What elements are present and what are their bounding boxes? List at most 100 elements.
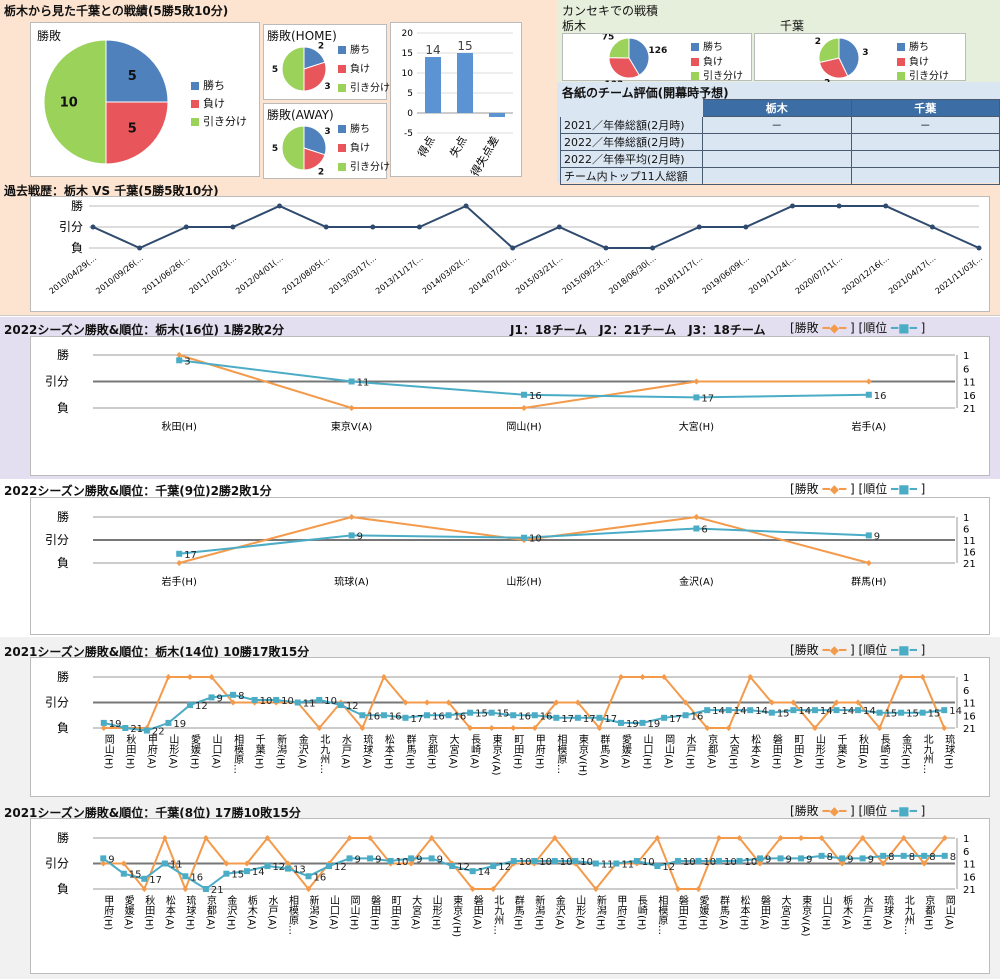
x-tick-label: 金沢(A) <box>296 733 308 769</box>
x-tick-label: 北九州… <box>921 734 933 774</box>
rank-point <box>488 709 495 716</box>
rank-point <box>704 707 711 714</box>
eval-title: 各紙のチーム評価(開幕時予想) <box>562 86 729 100</box>
home-legend-draw-label: 引き分け <box>350 83 390 94</box>
rank-point <box>661 714 668 721</box>
rank-data-label: 10 <box>703 857 716 868</box>
rank-point <box>768 709 775 716</box>
result-point <box>553 699 560 706</box>
x-tick-label: 失点 <box>447 134 469 160</box>
x-tick-label: 新潟(A) <box>307 894 319 930</box>
rank-point <box>682 712 689 719</box>
x-tick-label: 東京V(H) <box>576 733 588 776</box>
s22-chiba-title: 2022シーズン勝敗&順位：千葉(9位)2勝2敗1分 <box>4 484 272 498</box>
result-point <box>839 860 846 867</box>
result-point <box>704 725 711 731</box>
s21-chiba-title: 2021シーズン勝敗&順位：千葉(8位) 17勝10敗15分 <box>4 806 301 820</box>
rank-data-label: 8 <box>929 852 935 863</box>
y-axis-label: 勝 <box>57 830 69 845</box>
legend-rank-label: ] [順位 <box>850 643 888 657</box>
x-tick-label: 長崎(H) <box>878 734 890 770</box>
rank-data-label: 11 <box>601 860 614 871</box>
rank-point <box>120 870 127 877</box>
rank-point <box>900 852 907 859</box>
result-point <box>348 514 355 520</box>
s21c-legend: [勝敗 ━◆━ ] [順位 ━■━ ] <box>790 802 925 819</box>
rank-data-label: 12 <box>195 701 208 712</box>
rank-tick-label: 16 <box>963 872 976 883</box>
rank-point <box>855 707 862 714</box>
rank-point <box>596 714 603 721</box>
away-legend-draw-label: 引き分け <box>350 162 390 173</box>
rank-point <box>790 707 797 714</box>
x-tick-label: 2013/11/17(… <box>374 253 425 295</box>
pie-label-lose: 103 <box>605 80 624 82</box>
rank-data-label: 16 <box>432 711 445 722</box>
rank-point <box>264 863 271 870</box>
result-point <box>768 699 775 706</box>
pie-slice-draw <box>43 39 107 165</box>
history-point <box>650 245 656 251</box>
x-tick-label: 大宮(H) <box>779 894 791 931</box>
result-point <box>865 378 872 385</box>
x-tick-label: 京都(A) <box>204 894 216 930</box>
home-pie-chart: 2 3 5 <box>272 42 331 93</box>
result-point <box>141 886 148 892</box>
kanseki-chiba-label: 千葉 <box>780 19 805 33</box>
rank-data-label: 19 <box>648 719 661 730</box>
rank-tick-label: 11 <box>963 536 976 547</box>
eval-row-label: チーム内トップ11人総額 <box>560 167 703 185</box>
legend-rank-label: ] [順位 <box>850 482 888 496</box>
legend-win: 勝ち <box>191 77 225 93</box>
rank-data-label: 9 <box>874 531 880 542</box>
home-legend-win: 勝ち <box>338 41 370 56</box>
legend-wl-label: [勝敗 <box>790 643 819 657</box>
rank-point <box>348 378 355 385</box>
y-axis-label: 負 <box>71 241 83 255</box>
x-tick-label: 愛媛(H) <box>697 894 709 931</box>
result-point <box>408 860 415 867</box>
rank-data-label: 16 <box>314 872 327 883</box>
kanseki-chiba-panel: 3 2 2 勝ち 負け 引き分け <box>754 33 966 82</box>
history-point <box>929 224 935 230</box>
rank-data-label: 9 <box>416 854 422 865</box>
rank-data-label: 6 <box>701 525 707 536</box>
x-tick-label: 水戸(A) <box>266 895 278 930</box>
x-tick-label: 磐田(H) <box>369 894 381 931</box>
x-tick-label: 北九州… <box>492 895 504 935</box>
x-tick-label: 岡山(H) <box>506 421 541 433</box>
rank-data-label: 14 <box>252 867 265 878</box>
x-tick-label: 甲府(H) <box>615 895 627 930</box>
rank-point <box>510 712 517 719</box>
rank-point <box>859 855 866 862</box>
history-point <box>137 245 143 251</box>
result-point <box>208 674 215 680</box>
y-axis-label: 勝 <box>57 347 69 362</box>
result-point <box>551 835 558 841</box>
rank-data-label: 19 <box>173 719 186 730</box>
pie-slice-win <box>303 125 327 156</box>
x-tick-label: 2020/07/11(… <box>794 253 845 295</box>
result-point <box>445 699 452 706</box>
s22c-panel: 勝引分負 1 6 11 16 21 17 9 10 6 9 岩手(H) 琉球(A) 山形(H) 金沢(A) 群… <box>30 497 990 635</box>
rank-point <box>574 714 581 721</box>
eval-row: 2022／年俸総額(2月時) <box>560 133 1000 151</box>
away-legend-lose: 負け <box>338 139 370 154</box>
result-point <box>661 674 668 680</box>
rank-data-label: 12 <box>498 862 511 873</box>
x-tick-label: 群馬(H) <box>404 733 416 770</box>
s21-tochigi-title: 2021シーズン勝敗&順位：栃木(14位) 10勝17敗15分 <box>4 645 310 659</box>
x-tick-label: 東京V(A) <box>490 733 502 776</box>
legend-rank-marker: ━■━ <box>891 321 917 335</box>
rank-point <box>617 719 624 726</box>
legend-wl-marker: ━◆━ <box>822 321 847 335</box>
history-point <box>277 203 283 209</box>
rank-point <box>337 702 344 709</box>
rank-data-label: 17 <box>583 714 596 725</box>
eval-row: チーム内トップ11人総額 <box>560 167 1000 185</box>
history-point <box>836 203 842 209</box>
rank-data-label: 12 <box>662 862 675 873</box>
rank-data-label: 10 <box>281 696 294 707</box>
